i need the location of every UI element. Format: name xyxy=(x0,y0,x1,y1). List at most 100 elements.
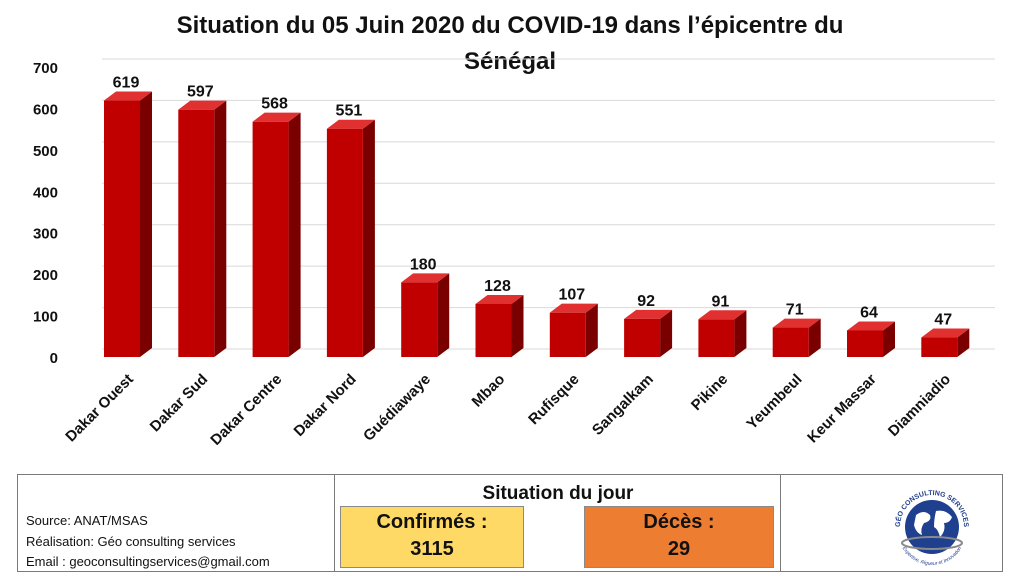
bar-front xyxy=(921,337,958,357)
x-tick-label: Pikine xyxy=(688,371,731,414)
bar-top xyxy=(104,91,152,101)
x-tick-label: Mbao xyxy=(469,371,509,411)
bar-top xyxy=(624,309,673,319)
bar-side xyxy=(734,310,747,357)
x-tick-label: Dakar Sud xyxy=(147,371,211,435)
y-tick-label: 300 xyxy=(33,226,58,243)
data-label: 64 xyxy=(860,304,878,321)
data-label: 180 xyxy=(410,256,437,273)
bar-side xyxy=(140,91,152,358)
bar-front xyxy=(475,303,512,357)
deaths-box: Décès : 29 xyxy=(584,506,774,568)
footer-divider xyxy=(334,475,335,571)
x-tick-label: Diamniadio xyxy=(885,371,954,440)
data-label: 107 xyxy=(558,287,585,304)
y-tick-label: 500 xyxy=(33,143,58,160)
y-tick-label: 100 xyxy=(33,309,58,326)
bar-front xyxy=(178,109,215,358)
bar-side xyxy=(883,321,895,357)
data-label: 568 xyxy=(261,96,288,113)
bar xyxy=(326,119,375,357)
bar-top xyxy=(475,294,524,304)
bar-side xyxy=(585,303,598,357)
chart-title-line-2: Sénégal xyxy=(463,48,557,75)
confirmed-value: 3115 xyxy=(410,538,454,560)
situation-title: Situation du jour xyxy=(482,483,634,504)
bar-front xyxy=(549,312,586,357)
bar xyxy=(475,294,524,357)
y-tick-label: 400 xyxy=(33,184,58,201)
x-tick-label: Rufisque xyxy=(525,371,582,428)
bar-side xyxy=(362,119,375,357)
x-tick-label: Dakar Nord xyxy=(291,371,360,440)
confirmed-label: Confirmés : xyxy=(376,511,488,533)
bar-side xyxy=(214,100,227,358)
x-tick-label: Guédiawaye xyxy=(360,371,434,445)
bar-side xyxy=(808,318,821,357)
bar-top xyxy=(178,100,227,110)
x-tick-label: Dakar Centre xyxy=(207,371,285,449)
bar-front xyxy=(847,330,883,357)
bar-top xyxy=(326,119,375,129)
data-label: 71 xyxy=(786,302,804,319)
deaths-value: 29 xyxy=(667,538,691,560)
bar xyxy=(252,112,301,357)
bar xyxy=(104,91,152,358)
data-label: 91 xyxy=(712,293,730,310)
bar xyxy=(549,303,598,357)
bar xyxy=(401,273,450,357)
y-tick-label: 600 xyxy=(33,101,58,118)
bar-side xyxy=(511,294,524,357)
confirmed-box: Confirmés : 3115 xyxy=(340,506,524,568)
bar-front xyxy=(698,319,735,357)
y-tick-label: 0 xyxy=(50,350,58,367)
bar-front xyxy=(104,100,140,358)
data-label: 47 xyxy=(934,312,952,329)
y-tick-label: 700 xyxy=(33,60,58,77)
chart-title: Situation du 05 Juin 2020 du COVID-19 da… xyxy=(100,8,920,80)
bar-top xyxy=(252,112,301,122)
data-label: 128 xyxy=(484,278,511,295)
y-tick-label: 200 xyxy=(33,267,58,284)
bar-front xyxy=(326,128,363,357)
bar-chart: 0 100 200 300 400 500 600 700 619 597 568 551 180 12… xyxy=(33,58,995,449)
bar-top xyxy=(772,318,821,328)
bar xyxy=(624,309,673,357)
data-label: 551 xyxy=(336,103,363,120)
bar xyxy=(698,310,747,357)
deaths-label: Décès : xyxy=(643,511,715,533)
geo-consulting-logo: GÉO CONSULTING SERVICES Expertise, Rigue… xyxy=(894,490,970,567)
bar-side xyxy=(288,112,301,357)
bar-front xyxy=(624,318,661,357)
bar-side xyxy=(957,328,970,357)
x-tick-label: Sangalkam xyxy=(589,371,657,439)
x-tick-label: Keur Massar xyxy=(804,371,880,447)
bar-front xyxy=(252,121,289,357)
bar-top xyxy=(401,273,450,283)
x-tick-label: Dakar Ouest xyxy=(62,371,137,446)
bar xyxy=(847,321,895,357)
gridlines xyxy=(102,58,995,350)
data-label: 597 xyxy=(187,84,214,101)
bar-top xyxy=(698,310,747,320)
bar xyxy=(772,318,821,357)
bar-top xyxy=(549,303,598,313)
footer-divider xyxy=(780,475,781,571)
chart-title-line-1: Situation du 05 Juin 2020 du COVID-19 da… xyxy=(176,12,844,39)
footer-panel: Source: ANAT/MSAS Réalisation: Géo consu… xyxy=(17,474,1003,572)
bar-top xyxy=(921,328,970,338)
email-text: Email : geoconsultingservices@gmail.com xyxy=(26,554,270,569)
bar-front xyxy=(401,282,438,357)
credits: Source: ANAT/MSAS Réalisation: Géo consu… xyxy=(26,511,270,573)
globe-icon xyxy=(905,500,959,554)
bar-front xyxy=(772,327,809,357)
bar xyxy=(921,328,970,357)
bar-top xyxy=(847,321,895,331)
bar xyxy=(178,100,227,358)
data-labels: 619 597 568 551 180 128 107 92 91 71 64 47 xyxy=(113,75,953,329)
data-label: 619 xyxy=(113,75,140,92)
bar-side xyxy=(437,273,450,357)
realisation-text: Réalisation: Géo consulting services xyxy=(26,533,236,549)
source-text: Source: ANAT/MSAS xyxy=(26,513,148,528)
